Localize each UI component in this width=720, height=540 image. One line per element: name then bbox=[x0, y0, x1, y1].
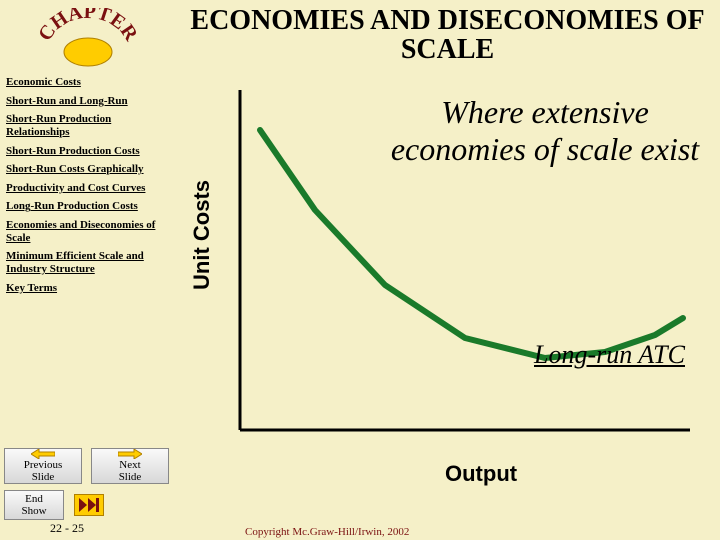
sidebar-item-economic-costs[interactable]: Economic Costs bbox=[6, 76, 169, 89]
end-label: EndShow bbox=[21, 493, 46, 517]
end-show-button[interactable]: EndShow bbox=[4, 490, 64, 520]
next-label: NextSlide bbox=[119, 459, 142, 483]
sidebar-item-sr-prod-costs[interactable]: Short-Run Production Costs bbox=[6, 145, 169, 158]
previous-slide-button[interactable]: PreviousSlide bbox=[4, 448, 82, 484]
sidebar-item-sr-prod-rel[interactable]: Short-Run Production Relationships bbox=[6, 113, 169, 138]
sidebar-item-short-long-run[interactable]: Short-Run and Long-Run bbox=[6, 95, 169, 108]
prev-label: PreviousSlide bbox=[24, 459, 63, 483]
chart-annotation: Where extensive economies of scale exist bbox=[380, 94, 710, 168]
main-content: ECONOMIES AND DISECONOMIES OF SCALE Unit… bbox=[175, 0, 720, 540]
slide-nav: PreviousSlide NextSlide bbox=[4, 448, 169, 484]
end-row: EndShow bbox=[4, 490, 169, 520]
series-label: Long-run ATC bbox=[534, 340, 685, 370]
copyright: Copyright Mc.Graw-Hill/Irwin, 2002 bbox=[245, 526, 409, 538]
sidebar-item-econ-disecon[interactable]: Economies and Diseconomies of Scale bbox=[6, 219, 169, 244]
chart-area: Unit Costs Where extensive economies of … bbox=[195, 90, 705, 485]
sidebar-item-sr-costs-graph[interactable]: Short-Run Costs Graphically bbox=[6, 163, 169, 176]
chapter-badge: CHAPTER bbox=[38, 8, 138, 68]
arrow-right-icon bbox=[118, 449, 142, 459]
plot: Where extensive economies of scale exist… bbox=[235, 90, 695, 450]
sidebar: CHAPTER Economic Costs Short-Run and Lon… bbox=[0, 0, 175, 540]
sidebar-item-prod-cost-curves[interactable]: Productivity and Cost Curves bbox=[6, 182, 169, 195]
y-axis-label: Unit Costs bbox=[189, 180, 215, 290]
page-title: ECONOMIES AND DISECONOMIES OF SCALE bbox=[175, 0, 720, 67]
arrow-left-icon bbox=[31, 449, 55, 459]
sidebar-item-key-terms[interactable]: Key Terms bbox=[6, 282, 169, 295]
x-axis-label: Output bbox=[445, 461, 517, 487]
page-number: 22 - 25 bbox=[50, 521, 84, 536]
sidebar-item-min-eff-scale[interactable]: Minimum Efficient Scale and Industry Str… bbox=[6, 250, 169, 275]
fast-forward-icon bbox=[79, 498, 99, 512]
next-slide-button[interactable]: NextSlide bbox=[91, 448, 169, 484]
advance-button[interactable] bbox=[74, 494, 104, 516]
sidebar-item-lr-prod-costs[interactable]: Long-Run Production Costs bbox=[6, 200, 169, 213]
